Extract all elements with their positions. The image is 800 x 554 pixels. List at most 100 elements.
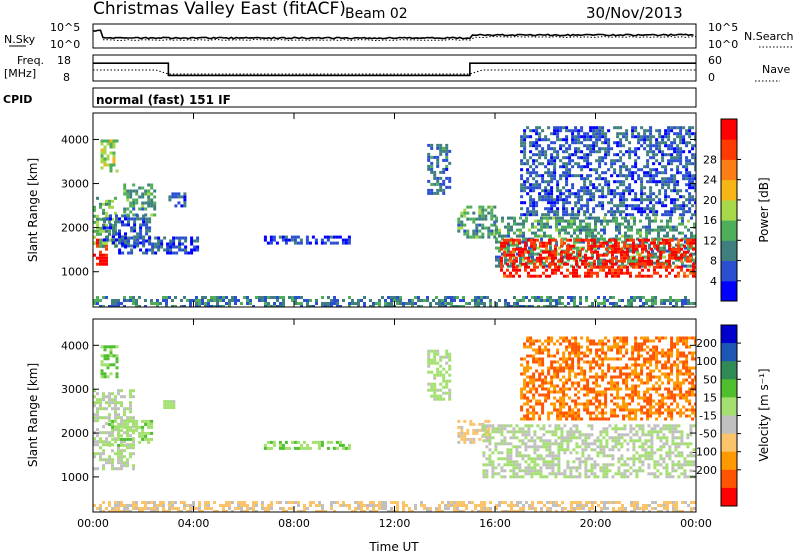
y-tick-label: 4000 [61,133,89,146]
colorbar-swatch [721,280,737,302]
colorbar-tick-label: 100 [696,355,717,368]
colorbar-tick-label: -15 [699,410,717,423]
y-tick-label: 3000 [61,178,89,191]
colorbar-tick-label: 12 [703,234,717,247]
power-colorbar-label: Power [dB] [757,177,771,242]
power-heatmap [93,126,696,307]
colorbar-tick-label: 15 [703,391,717,404]
heatmap-region [100,139,119,173]
colorbar-swatch [721,179,737,201]
freq-series-line [93,62,696,77]
freq-label-line2: [MHz] [4,67,36,80]
heatmap-region [457,205,497,239]
nave-label: Nave [762,63,790,76]
beam-label: Beam 02 [345,6,408,22]
y-tick-label: 2000 [61,427,89,440]
power-y-ticks: 1000 2000 3000 4000 [61,133,696,279]
freq-label-line1: Freq. [17,54,44,67]
cpid-frame [92,87,697,108]
heatmap-region [427,349,452,401]
colorbar-swatch [721,451,737,471]
velocity-panel: 1000 2000 3000 4000 00:00 04:00 08:00 12:00 16:… [26,318,771,554]
station-title: Christmas Valley East (fitACF) [93,0,346,19]
power-panel: 1000 2000 3000 4000 Slant Range [km] 4 8 12 16… [26,112,771,308]
colorbar-swatch [721,361,737,380]
heatmap-region [520,126,696,217]
colorbar-tick-label: -100 [692,446,717,459]
colorbar-swatch [721,379,737,398]
x-tick-label: 08:00 [278,517,310,530]
colorbar-tick-label: 24 [703,174,717,187]
nsearch-label: N.Search [744,30,794,43]
colorbar-swatch [721,415,737,435]
colorbar-tick-label: 8 [710,255,717,268]
nave-tick-bottom: 0 [708,71,715,84]
y-tick-label: 2000 [61,222,89,235]
nave-series-line [93,69,696,75]
power-colorbar: 4 8 12 16 20 24 28 [703,118,741,302]
colorbar-tick-label: 16 [703,214,717,227]
x-tick-label: 20:00 [580,517,612,530]
heatmap-region [500,238,696,278]
velocity-colorbar: 200 100 50 15 -15 -50 -100 -200 [692,324,741,507]
power-x-ticks [92,113,697,307]
colorbar-tick-label: -200 [692,464,717,477]
nsearch-tick-top: 10^5 [708,21,738,34]
colorbar-swatch [721,220,737,241]
x-tick-label: 00:00 [77,517,109,530]
x-tick-label: 04:00 [178,517,210,530]
nsearch-series-line [102,35,697,42]
heatmap-region [118,236,200,255]
cpid-label: CPID [3,93,32,106]
nsky-panel: N.Sky 10^5 10^0 10^5 10^0 N.Search [4,21,794,51]
date-label: 30/Nov/2013 [586,4,683,22]
cpid-value: normal (fast) 151 IF [96,93,231,107]
colorbar-swatch [721,139,737,160]
power-y-axis-label: Slant Range [km] [26,158,40,262]
velocity-y-ticks: 1000 2000 3000 4000 [61,339,696,484]
nsky-tick-bottom: 10^0 [50,38,80,51]
nsky-series-line [92,29,694,40]
heatmap-region [263,235,351,245]
heatmap-region [108,419,154,447]
heatmap-region [100,345,119,379]
colorbar-swatch [721,199,737,221]
colorbar-tick-label: 200 [696,337,717,350]
heatmap-region [427,143,452,195]
nsky-tick-top: 10^5 [50,21,80,34]
colorbar-swatch [721,433,737,453]
nsearch-tick-bottom: 10^0 [708,38,738,51]
heatmap-region [168,192,187,208]
heatmap-region [482,424,696,479]
freq-panel: Freq. [MHz] 18 8 60 0 Nave [4,54,790,84]
heatmap-region [123,183,157,217]
colorbar-swatch [721,469,737,489]
heatmap-region [93,296,696,307]
x-tick-label: 16:00 [479,517,511,530]
colorbar-swatch [721,260,737,282]
heatmap-region [93,501,696,512]
heatmap-region [93,196,117,248]
colorbar-swatch [721,159,737,181]
y-tick-label: 1000 [61,266,89,279]
y-tick-label: 1000 [61,471,89,484]
velocity-frame [92,318,697,513]
freq-tick-top: 18 [57,54,71,67]
colorbar-tick-label: 20 [703,194,717,207]
heatmap-region [93,389,135,471]
velocity-x-ticks: 00:00 04:00 08:00 12:00 16:00 20:00 00:00 [77,319,712,530]
freq-frame [92,54,697,82]
y-tick-label: 4000 [61,339,89,352]
nsky-label: N.Sky [4,33,36,46]
velocity-y-axis-label: Slant Range [km] [26,363,40,467]
nave-tick-top: 60 [708,54,722,67]
colorbar-swatch [721,343,737,362]
heatmap-region [163,400,176,410]
heatmap-region [263,440,351,450]
colorbar-tick-label: 4 [710,275,717,288]
colorbar-swatch [721,487,737,507]
nsky-frame [92,23,697,49]
freq-tick-bottom: 8 [63,71,70,84]
velocity-colorbar-label: Velocity [m s⁻¹] [757,368,771,461]
